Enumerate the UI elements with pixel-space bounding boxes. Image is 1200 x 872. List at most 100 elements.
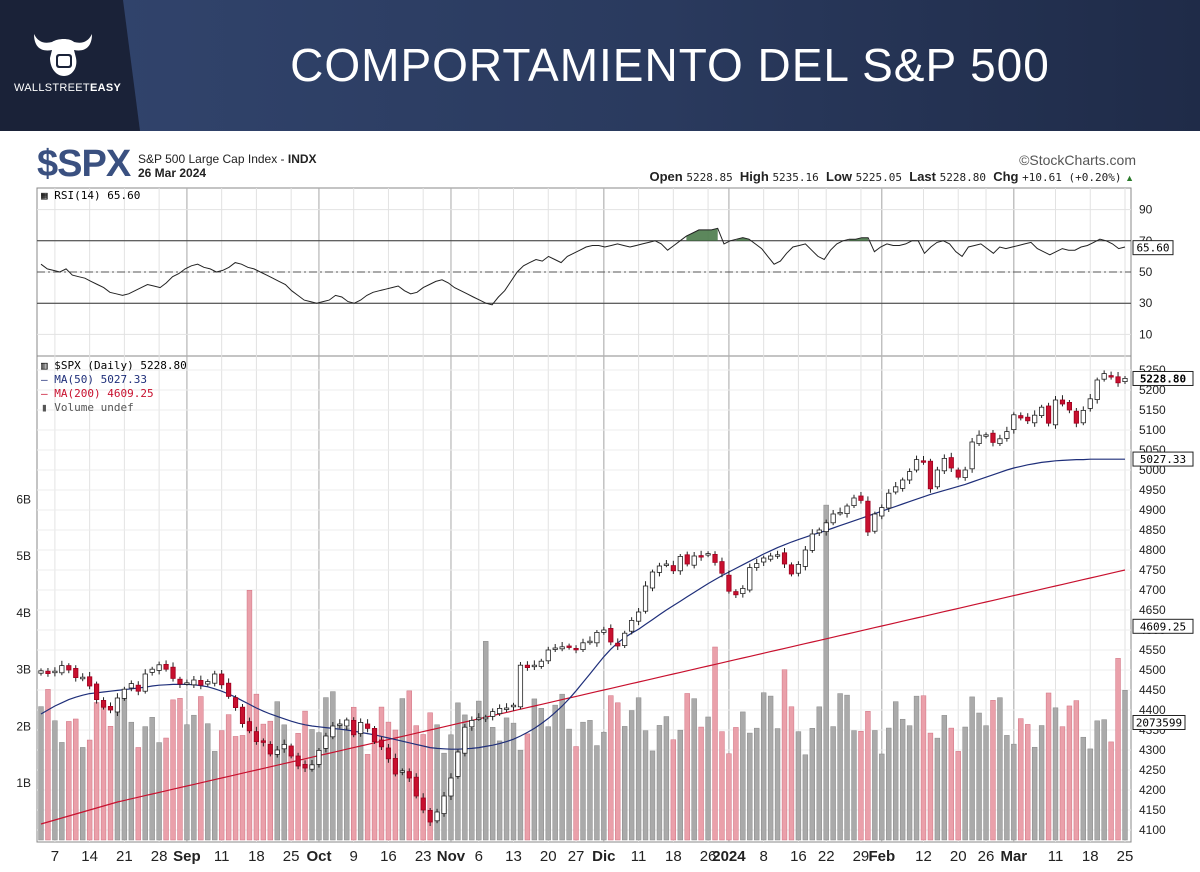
volume-bar xyxy=(962,726,968,841)
price-candle xyxy=(413,776,419,797)
volume-bar xyxy=(406,690,412,841)
price-candle xyxy=(907,471,913,481)
price-candle xyxy=(865,500,871,533)
price-candle xyxy=(552,647,558,650)
volume-bar xyxy=(635,697,642,841)
price-candle xyxy=(142,673,148,692)
price-candle xyxy=(198,680,204,686)
volume-bar xyxy=(781,669,788,841)
price-candle xyxy=(608,628,614,643)
volume-bar xyxy=(427,712,433,841)
x-tick-label: Sep xyxy=(173,848,201,865)
ma200-badge: 4609.25 xyxy=(1140,620,1186,633)
logo[interactable]: WALLSTREETEASY xyxy=(0,0,140,131)
price-candle xyxy=(73,668,79,679)
volume-bar xyxy=(1094,720,1100,841)
volume-bar xyxy=(906,725,913,841)
volume-bar xyxy=(337,724,343,841)
provider-watermark[interactable]: ©StockCharts.com xyxy=(1019,152,1136,168)
x-tick-label: 27 xyxy=(568,848,585,865)
price-candle xyxy=(399,770,405,773)
price-candle xyxy=(1045,405,1052,424)
price-tick-label: 4800 xyxy=(1139,543,1166,557)
rsi-last-label: 65.60 xyxy=(1136,242,1169,255)
banner: WALLSTREETEASY COMPORTAMIENTO DEL S&P 50… xyxy=(0,0,1200,131)
price-candle xyxy=(114,697,121,713)
price-candle xyxy=(344,719,350,727)
price-candle xyxy=(969,441,975,470)
price-candle xyxy=(177,678,183,685)
price-candle xyxy=(59,665,65,674)
price-candle xyxy=(45,670,51,675)
x-tick-label: 6 xyxy=(475,848,483,865)
price-candle xyxy=(316,750,322,765)
price-candle xyxy=(816,529,822,534)
price-candle xyxy=(913,459,920,471)
price-tick-label: 4700 xyxy=(1139,583,1166,597)
volume-tick-label: 3B xyxy=(16,663,31,677)
volume-bar xyxy=(719,731,725,841)
price-candle xyxy=(927,460,934,490)
volume-bar xyxy=(524,733,531,841)
price-candle xyxy=(684,554,690,565)
price-tick-label: 4400 xyxy=(1139,703,1166,717)
price-candle xyxy=(191,679,197,686)
volume-bar xyxy=(1108,741,1114,841)
ma50-badge-box xyxy=(1132,451,1194,467)
last-price-badge-box xyxy=(1132,370,1194,386)
volume-bar xyxy=(323,697,329,841)
price-candle xyxy=(872,513,878,532)
price-candle xyxy=(1025,416,1031,422)
volume-bar xyxy=(52,720,58,841)
x-tick-label: 20 xyxy=(540,848,557,865)
price-candle xyxy=(719,561,725,574)
price-candle xyxy=(163,664,169,670)
price-candle xyxy=(441,795,447,815)
volume-bar xyxy=(566,728,572,841)
price-candle xyxy=(246,721,253,732)
volume-bar xyxy=(705,716,711,841)
volume-bar xyxy=(212,751,218,841)
rsi-overbought-fill xyxy=(686,228,718,241)
price-candle xyxy=(733,591,739,596)
volume-bar xyxy=(698,726,704,841)
volume-bar xyxy=(1004,735,1010,841)
rsi-tick-label: 90 xyxy=(1139,203,1153,217)
x-tick-label: Mar xyxy=(1000,848,1027,865)
volume-bar xyxy=(844,694,850,841)
volume-bar xyxy=(670,739,677,841)
price-tick-label: 4150 xyxy=(1139,803,1166,817)
volume-bar xyxy=(538,708,544,841)
price-candle xyxy=(87,676,93,687)
price-candle xyxy=(642,585,649,612)
price-candle xyxy=(1059,399,1066,405)
volume-bar xyxy=(392,729,399,841)
volume-bar xyxy=(893,701,899,841)
volume-bar xyxy=(253,693,260,841)
volume-bar xyxy=(316,732,322,841)
price-candle xyxy=(1066,401,1072,411)
volume-bar xyxy=(601,731,607,841)
price-candle xyxy=(107,706,114,711)
price-tick-label: 4100 xyxy=(1139,823,1166,837)
x-tick-label: Nov xyxy=(437,848,466,865)
price-candle xyxy=(580,642,586,650)
x-tick-label: 13 xyxy=(505,848,522,865)
x-tick-label: 20 xyxy=(950,848,967,865)
volume-bar xyxy=(879,753,885,841)
volume-bar xyxy=(809,728,815,841)
volume-bar xyxy=(489,727,496,841)
price-candle xyxy=(837,512,843,515)
price-candle xyxy=(371,728,378,743)
ma200-line xyxy=(40,569,1126,825)
price-candle xyxy=(851,497,857,506)
volume-bar xyxy=(663,716,670,841)
ma200-badge-box xyxy=(1132,618,1194,634)
x-tick-label: 21 xyxy=(116,848,133,865)
volume-bar xyxy=(1066,705,1073,841)
volume-bar xyxy=(983,725,989,841)
price-tick-label: 5200 xyxy=(1139,383,1166,397)
volume-bar xyxy=(462,714,468,841)
rsi-last-badge xyxy=(1132,240,1174,256)
